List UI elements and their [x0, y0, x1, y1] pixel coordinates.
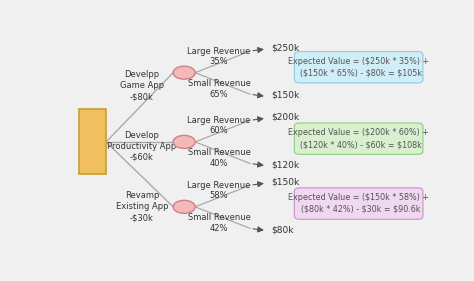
Text: $80k: $80k: [271, 225, 294, 234]
Text: Small Revenue
42%: Small Revenue 42%: [188, 213, 250, 233]
FancyBboxPatch shape: [79, 110, 106, 174]
Text: $150k: $150k: [271, 177, 300, 186]
FancyBboxPatch shape: [294, 188, 423, 219]
Circle shape: [173, 200, 195, 213]
Text: Expected Value = ($150k * 58%) +
  ($80k * 42%) - $30k = $90.6k: Expected Value = ($150k * 58%) + ($80k *…: [288, 193, 429, 214]
Circle shape: [173, 66, 195, 79]
Text: Expected Value = ($200k * 60%) +
  ($120k * 40%) - $60k = $108k: Expected Value = ($200k * 60%) + ($120k …: [288, 128, 429, 149]
Text: Small Revenue
40%: Small Revenue 40%: [188, 148, 250, 168]
Text: Develpp
Game App
-$80k: Develpp Game App -$80k: [120, 70, 164, 101]
Text: Revamp
Existing App
-$30k: Revamp Existing App -$30k: [116, 191, 168, 223]
FancyBboxPatch shape: [294, 52, 423, 83]
Text: Develop
Productivity App
-$60k: Develop Productivity App -$60k: [107, 131, 176, 162]
Text: Small Revenue
65%: Small Revenue 65%: [188, 79, 250, 99]
Text: $120k: $120k: [271, 160, 300, 169]
Text: Expected Value = ($250k * 35%) +
  ($150k * 65%) - $80k = $105k: Expected Value = ($250k * 35%) + ($150k …: [288, 57, 429, 78]
Text: $150k: $150k: [271, 91, 300, 100]
Text: Large Revenue
35%: Large Revenue 35%: [187, 47, 251, 66]
Circle shape: [173, 135, 195, 148]
Text: Large Revenue
60%: Large Revenue 60%: [187, 116, 251, 135]
FancyBboxPatch shape: [294, 123, 423, 154]
Text: $250k: $250k: [271, 43, 300, 52]
Text: Large Revenue
58%: Large Revenue 58%: [187, 181, 251, 200]
Text: $200k: $200k: [271, 112, 300, 121]
